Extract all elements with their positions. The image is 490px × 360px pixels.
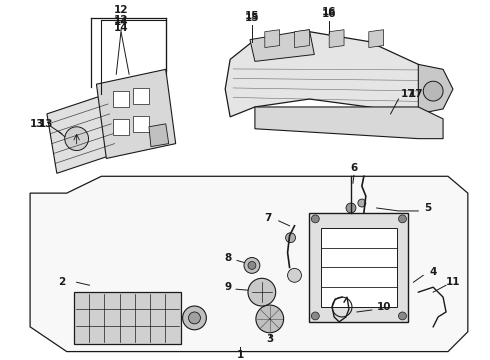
Text: 15: 15	[245, 13, 259, 23]
Circle shape	[248, 278, 276, 306]
Circle shape	[311, 312, 319, 320]
Circle shape	[286, 233, 295, 243]
Circle shape	[358, 199, 366, 207]
Polygon shape	[329, 30, 344, 48]
Circle shape	[398, 215, 406, 223]
Text: 4: 4	[430, 267, 437, 277]
Text: 11: 11	[446, 277, 460, 287]
Polygon shape	[113, 119, 129, 135]
Text: 2: 2	[58, 277, 65, 287]
Circle shape	[346, 203, 356, 213]
Polygon shape	[74, 292, 181, 344]
Text: 13: 13	[30, 119, 44, 129]
Polygon shape	[47, 94, 116, 173]
Polygon shape	[321, 228, 396, 307]
Text: 6: 6	[350, 163, 358, 174]
Polygon shape	[309, 213, 408, 322]
Polygon shape	[255, 107, 443, 139]
Polygon shape	[133, 116, 149, 132]
Polygon shape	[294, 30, 309, 48]
Polygon shape	[97, 69, 176, 158]
Circle shape	[248, 261, 256, 269]
Text: 14: 14	[114, 17, 128, 27]
Text: 16: 16	[322, 7, 337, 17]
Text: 1: 1	[236, 350, 244, 360]
Polygon shape	[418, 64, 453, 114]
Circle shape	[244, 257, 260, 273]
Polygon shape	[133, 88, 149, 104]
Circle shape	[423, 81, 443, 101]
Polygon shape	[149, 124, 169, 147]
Text: 8: 8	[224, 252, 232, 262]
Text: 7: 7	[264, 213, 271, 223]
Circle shape	[65, 127, 89, 150]
Text: 13: 13	[39, 119, 53, 129]
Text: 12: 12	[114, 15, 128, 24]
Circle shape	[288, 269, 301, 282]
Text: 3: 3	[266, 334, 273, 344]
Text: 17: 17	[409, 89, 424, 99]
Polygon shape	[30, 176, 468, 352]
Circle shape	[189, 312, 200, 324]
Text: 10: 10	[376, 302, 391, 312]
Text: 16: 16	[322, 9, 337, 19]
Polygon shape	[369, 30, 384, 48]
Circle shape	[256, 305, 284, 333]
Polygon shape	[265, 30, 280, 48]
Text: 14: 14	[114, 23, 128, 33]
Text: 12: 12	[114, 5, 128, 15]
Polygon shape	[113, 91, 129, 107]
Text: 15: 15	[245, 11, 259, 21]
Circle shape	[183, 306, 206, 330]
Text: 5: 5	[425, 203, 432, 213]
Circle shape	[311, 215, 319, 223]
Text: 17: 17	[401, 89, 416, 99]
Text: 9: 9	[224, 282, 232, 292]
Polygon shape	[225, 32, 443, 117]
Circle shape	[398, 312, 406, 320]
Polygon shape	[250, 30, 314, 62]
